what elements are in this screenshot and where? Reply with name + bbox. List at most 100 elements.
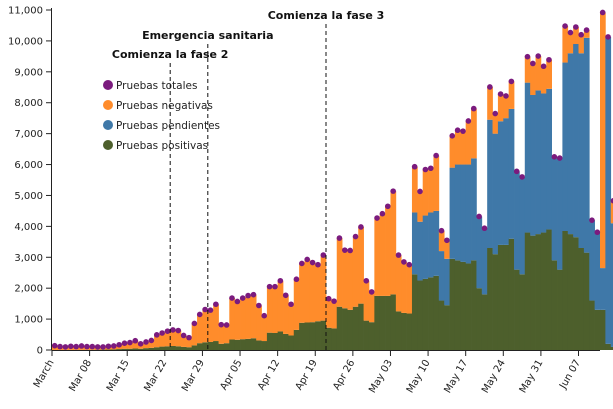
total-dot xyxy=(540,63,547,70)
negative-bar xyxy=(438,230,445,252)
legend-marker xyxy=(103,100,113,110)
positive-bar xyxy=(304,322,311,350)
pending-bar xyxy=(540,93,547,233)
positive-bar xyxy=(358,303,364,350)
negative-bar xyxy=(197,314,203,344)
negative-bar xyxy=(449,135,456,168)
pending-bar xyxy=(492,133,499,255)
positive-bar xyxy=(454,260,461,350)
total-dot xyxy=(218,321,225,328)
positive-bar xyxy=(250,338,257,350)
positive-bar xyxy=(170,345,176,350)
positive-bar xyxy=(368,322,375,350)
negative-bar xyxy=(223,324,230,344)
negative-bar xyxy=(180,335,187,347)
y-tick-label: 0 xyxy=(37,346,43,357)
total-dot xyxy=(282,292,289,299)
positive-bar xyxy=(320,320,327,350)
negative-bar xyxy=(535,56,542,91)
annotation-label: Comienza la fase 3 xyxy=(268,9,385,22)
x-tick-label: May 31 xyxy=(518,358,546,395)
negative-bar xyxy=(143,341,150,349)
y-tick-label: 1,000 xyxy=(14,315,43,326)
negative-bar xyxy=(417,191,424,222)
positive-bar xyxy=(540,232,547,350)
negative-bar xyxy=(395,255,402,312)
positive-bar xyxy=(417,280,424,350)
total-dot xyxy=(556,155,563,161)
positive-bar xyxy=(567,234,574,350)
total-dot xyxy=(116,341,122,348)
negative-bar xyxy=(315,264,321,322)
total-dot xyxy=(256,302,262,309)
negative-bar xyxy=(154,334,160,348)
x-tick-label: Mar 22 xyxy=(143,358,170,394)
total-dot xyxy=(417,188,423,195)
positive-bar xyxy=(535,234,542,350)
negative-bar xyxy=(202,309,209,343)
total-dot xyxy=(245,292,251,299)
y-tick-label: 2,000 xyxy=(14,284,43,295)
positive-bar xyxy=(444,305,450,350)
negative-bar xyxy=(283,295,289,334)
x-tick-label: May 24 xyxy=(480,358,508,395)
positive-bar xyxy=(132,348,139,350)
negative-bar xyxy=(326,298,332,328)
pending-bar xyxy=(433,210,440,276)
negative-bar xyxy=(379,213,386,296)
positive-bar xyxy=(299,322,305,350)
negative-bar xyxy=(229,298,236,340)
pending-bar xyxy=(610,223,613,347)
total-dot xyxy=(331,298,337,304)
negative-bar xyxy=(245,295,252,339)
positive-bar xyxy=(578,248,585,350)
total-dot xyxy=(368,289,375,295)
x-tick-label: Mar 29 xyxy=(180,358,207,394)
total-dot xyxy=(384,203,391,210)
positive-bar xyxy=(218,343,225,350)
total-dot xyxy=(51,342,58,349)
total-dot xyxy=(546,56,552,63)
positive-bar xyxy=(229,339,236,350)
total-dot xyxy=(358,224,364,230)
pending-bar xyxy=(481,228,488,295)
total-dot xyxy=(487,84,493,90)
positive-bar xyxy=(347,309,354,350)
pending-bar xyxy=(471,158,477,261)
pending-bar xyxy=(567,53,574,235)
total-dot xyxy=(567,29,574,36)
negative-bar xyxy=(406,264,413,314)
total-dot xyxy=(127,339,133,346)
total-dot xyxy=(470,105,477,112)
pending-bar xyxy=(519,176,526,275)
pending-bar xyxy=(487,119,493,249)
annotation-label: Comienza la fase 2 xyxy=(112,48,229,61)
positive-bar xyxy=(583,252,590,350)
positive-bar xyxy=(127,348,133,350)
positive-bar xyxy=(223,343,230,350)
positive-bar xyxy=(406,313,413,350)
total-dot xyxy=(610,197,613,204)
total-dot xyxy=(121,340,128,347)
total-dot xyxy=(352,233,359,240)
negative-bar xyxy=(390,191,397,295)
pending-bar xyxy=(600,268,606,310)
total-dot xyxy=(196,311,203,318)
negative-bar xyxy=(610,200,613,224)
total-dot xyxy=(519,174,525,180)
negative-bar xyxy=(277,280,284,332)
negative-bar xyxy=(342,250,348,309)
negative-bar xyxy=(320,255,327,321)
legend-label: Pruebas totales xyxy=(116,80,197,92)
y-tick-label: 7,000 xyxy=(14,129,43,140)
x-tick-label: March xyxy=(32,358,57,390)
negative-bar xyxy=(207,310,214,342)
pending-bar xyxy=(508,108,515,239)
total-dot xyxy=(390,188,396,194)
x-tick-label: Apr 19 xyxy=(294,358,320,392)
y-axis: 0 1,000 2,000 3,000 4,000 5,000 6,000 7,000 8,00… xyxy=(8,6,52,357)
negative-bar xyxy=(347,250,354,310)
negative-bar xyxy=(164,331,171,347)
positive-bar xyxy=(326,327,332,350)
